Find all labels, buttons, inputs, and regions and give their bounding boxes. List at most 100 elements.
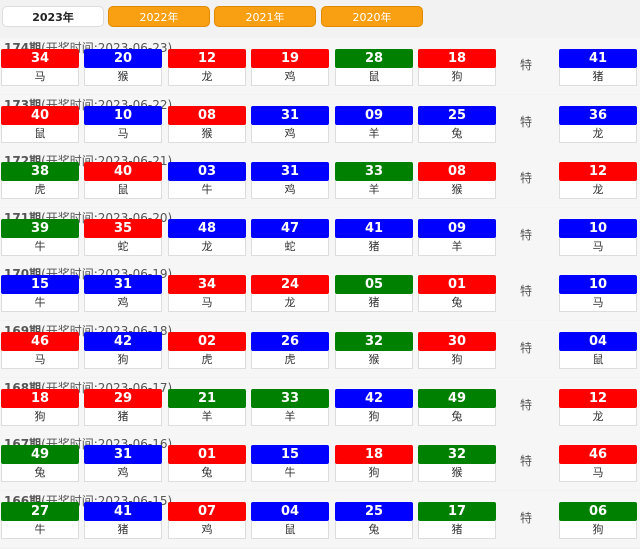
zodiac: 马 [1, 68, 79, 86]
zodiac: 龙 [251, 294, 329, 313]
ball-number: 33 [335, 162, 413, 182]
zodiac: 鸡 [84, 294, 162, 313]
ball: 29 猪 [84, 388, 162, 426]
special-ball: 12 龙 [559, 162, 637, 200]
zodiac: 马 [559, 464, 637, 483]
ball-number: 29 [84, 388, 162, 408]
draw-row: 171期(开奖时间:2023-06-20) 39 牛 35 蛇 48 龙 47 蛇 41 猪 09 羊 1… [0, 207, 640, 264]
ball-number: 41 [335, 218, 413, 238]
zodiac: 羊 [335, 181, 413, 200]
ball-number: 39 [1, 218, 79, 238]
year-tabs: 2023年 2022年 2021年 2020年 [0, 6, 640, 28]
zodiac: 狗 [335, 464, 413, 483]
zodiac: 牛 [1, 237, 79, 256]
ball: 19 鸡 [251, 49, 329, 86]
ball-number: 15 [1, 275, 79, 295]
zodiac: 鸡 [251, 124, 329, 143]
ball-number: 36 [559, 105, 637, 125]
ball-number: 35 [84, 218, 162, 238]
zodiac: 龙 [559, 407, 637, 426]
zodiac: 猴 [84, 68, 162, 86]
ball-number: 02 [168, 332, 246, 351]
zodiac: 羊 [335, 124, 413, 143]
ball-number: 12 [168, 49, 246, 68]
ball: 34 马 [168, 275, 246, 313]
zodiac: 鸡 [251, 181, 329, 200]
ball: 40 鼠 [1, 105, 79, 143]
ball: 34 马 [1, 49, 79, 86]
ball: 48 龙 [168, 218, 246, 256]
ball: 07 鸡 [168, 501, 246, 539]
zodiac: 兔 [168, 464, 246, 483]
ball: 42 狗 [335, 388, 413, 426]
ball: 49 兔 [418, 388, 496, 426]
ball: 32 猴 [335, 332, 413, 369]
special-label: 特 [520, 341, 533, 355]
ball-number: 01 [168, 445, 246, 465]
ball-number: 42 [335, 388, 413, 408]
tab-2020[interactable]: 2020年 [321, 6, 423, 27]
zodiac: 牛 [251, 464, 329, 483]
ball-number: 04 [559, 332, 637, 351]
special-label: 特 [520, 227, 533, 242]
special-label: 特 [520, 397, 533, 412]
zodiac: 虎 [251, 351, 329, 369]
ball: 42 狗 [84, 332, 162, 369]
zodiac: 猪 [559, 68, 637, 86]
special-label: 特 [520, 284, 533, 299]
ball-number: 31 [84, 445, 162, 465]
ball: 33 羊 [335, 162, 413, 200]
tab-2021[interactable]: 2021年 [214, 6, 316, 27]
ball-number: 42 [84, 332, 162, 351]
tab-2022[interactable]: 2022年 [108, 6, 210, 27]
zodiac: 鼠 [251, 520, 329, 539]
ball-number: 12 [559, 388, 637, 408]
ball: 08 猴 [168, 105, 246, 143]
ball: 12 龙 [168, 49, 246, 86]
tab-2023[interactable]: 2023年 [2, 6, 104, 27]
ball-number: 01 [418, 275, 496, 295]
ball: 04 鼠 [251, 501, 329, 539]
ball-number: 31 [251, 162, 329, 182]
ball: 40 鼠 [84, 162, 162, 200]
ball-number: 09 [335, 105, 413, 125]
ball: 41 猪 [335, 218, 413, 256]
zodiac: 马 [559, 294, 637, 313]
ball-number: 27 [1, 501, 79, 521]
draw-row: 167期(开奖时间:2023-06-16) 49 兔 31 鸡 01 兔 15 牛 18 狗 32 猴 4… [0, 434, 640, 491]
ball-number: 49 [418, 388, 496, 408]
ball-number: 38 [1, 162, 79, 182]
ball: 15 牛 [1, 275, 79, 313]
draw-row: 174期(开奖时间:2023-06-23) 34 马 20 猴 12 龙 19 鸡 28 鼠 18 狗 4… [0, 38, 640, 94]
draw-row: 169期(开奖时间:2023-06-18) 46 马 42 狗 02 虎 26 虎 32 猴 30 狗 0… [0, 321, 640, 377]
zodiac: 马 [168, 294, 246, 313]
zodiac: 虎 [168, 351, 246, 369]
ball-number: 40 [1, 105, 79, 125]
zodiac: 牛 [168, 181, 246, 200]
ball-number: 21 [168, 388, 246, 408]
ball: 27 牛 [1, 501, 79, 539]
zodiac: 羊 [418, 237, 496, 256]
ball: 47 蛇 [251, 218, 329, 256]
zodiac: 龙 [168, 237, 246, 256]
ball: 18 狗 [335, 445, 413, 483]
ball: 24 龙 [251, 275, 329, 313]
ball-number: 32 [418, 445, 496, 465]
ball: 33 羊 [251, 388, 329, 426]
ball-number: 10 [559, 218, 637, 238]
ball-number: 40 [84, 162, 162, 182]
zodiac: 狗 [418, 68, 496, 86]
ball-number: 10 [559, 275, 637, 295]
zodiac: 鼠 [84, 181, 162, 200]
zodiac: 狗 [418, 351, 496, 369]
special-ball: 06 狗 [559, 501, 637, 539]
draw-row: 170期(开奖时间:2023-06-19) 15 牛 31 鸡 34 马 24 龙 05 猪 01 兔 1… [0, 264, 640, 321]
ball-number: 18 [418, 49, 496, 68]
zodiac: 鸡 [84, 464, 162, 483]
special-ball: 10 马 [559, 275, 637, 313]
ball: 26 虎 [251, 332, 329, 369]
ball-number: 03 [168, 162, 246, 182]
ball-number: 25 [418, 105, 496, 125]
ball: 20 猴 [84, 49, 162, 86]
zodiac: 龙 [559, 124, 637, 143]
